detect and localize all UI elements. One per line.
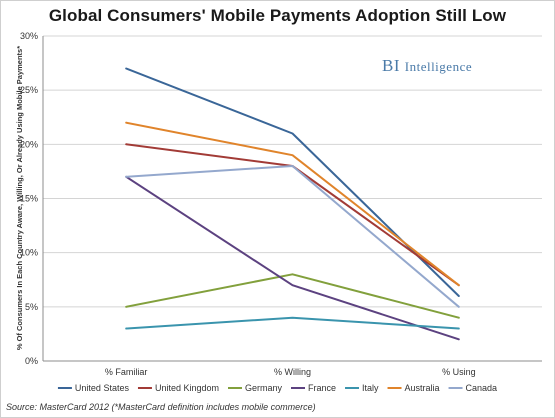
series-line-united-states bbox=[125, 67, 460, 297]
legend-label-germany: Germany bbox=[245, 383, 283, 393]
y-tick-label: 0% bbox=[25, 356, 38, 366]
legend-label-australia: Australia bbox=[405, 383, 440, 393]
x-tick-label: % Willing bbox=[274, 367, 311, 377]
y-tick-label: 5% bbox=[25, 302, 38, 312]
axes bbox=[42, 36, 542, 362]
x-tick-label: % Familiar bbox=[105, 367, 148, 377]
y-tick-labels: 0% 5% 10% 15% 20% 25% 30% bbox=[20, 31, 38, 366]
legend-label-united-kingdom: United Kingdom bbox=[155, 383, 219, 393]
legend-label-france: France bbox=[308, 383, 336, 393]
legend-label-italy: Italy bbox=[362, 383, 379, 393]
y-tick-label: 25% bbox=[20, 85, 38, 95]
y-tick-label: 10% bbox=[20, 248, 38, 258]
gridlines bbox=[43, 35, 542, 308]
brand-lead: BI bbox=[382, 56, 400, 75]
source-note: Source: MasterCard 2012 (*MasterCard def… bbox=[6, 402, 316, 412]
legend: United States United Kingdom Germany France… bbox=[57, 383, 498, 393]
x-tick-label: % Using bbox=[442, 367, 476, 377]
y-tick-label: 30% bbox=[20, 31, 38, 41]
brand-watermark: BI Intelligence bbox=[382, 56, 472, 76]
chart-title: Global Consumers' Mobile Payments Adopti… bbox=[48, 6, 507, 25]
series-line-germany bbox=[125, 273, 460, 319]
series-line-australia bbox=[125, 121, 460, 287]
legend-label-canada: Canada bbox=[466, 383, 498, 393]
legend-label-united-states: United States bbox=[75, 383, 130, 393]
brand-rest: Intelligence bbox=[404, 59, 473, 74]
y-axis-label: % Of Consumers In Each Country Aware, Wi… bbox=[15, 46, 24, 350]
y-tick-label: 15% bbox=[20, 194, 38, 204]
x-tick-labels: % Familiar % Willing % Using bbox=[105, 367, 476, 377]
series-line-italy bbox=[125, 316, 460, 330]
series-lines bbox=[125, 67, 460, 341]
y-tick-label: 20% bbox=[20, 139, 38, 149]
series-line-france bbox=[125, 175, 460, 341]
series-line-canada bbox=[125, 165, 460, 308]
